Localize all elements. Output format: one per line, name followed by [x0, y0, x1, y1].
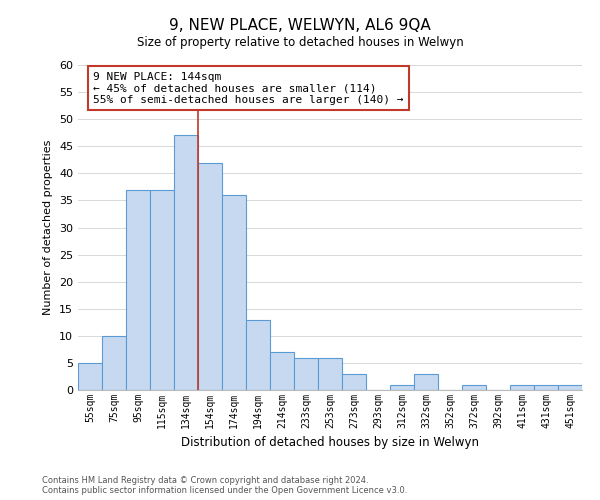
Bar: [78, 363, 102, 390]
Bar: [414, 374, 438, 390]
X-axis label: Distribution of detached houses by size in Welwyn: Distribution of detached houses by size …: [181, 436, 479, 450]
Bar: [222, 195, 246, 390]
Text: 9 NEW PLACE: 144sqm
← 45% of detached houses are smaller (114)
55% of semi-detac: 9 NEW PLACE: 144sqm ← 45% of detached ho…: [93, 72, 404, 104]
Text: 9, NEW PLACE, WELWYN, AL6 9QA: 9, NEW PLACE, WELWYN, AL6 9QA: [169, 18, 431, 32]
Text: Size of property relative to detached houses in Welwyn: Size of property relative to detached ho…: [137, 36, 463, 49]
Text: Contains HM Land Registry data © Crown copyright and database right 2024.
Contai: Contains HM Land Registry data © Crown c…: [42, 476, 407, 495]
Bar: [534, 384, 558, 390]
Bar: [102, 336, 126, 390]
Bar: [318, 358, 342, 390]
Bar: [294, 358, 318, 390]
Bar: [462, 384, 486, 390]
Bar: [126, 190, 150, 390]
Bar: [270, 352, 294, 390]
Bar: [150, 190, 174, 390]
Bar: [510, 384, 534, 390]
Y-axis label: Number of detached properties: Number of detached properties: [43, 140, 53, 315]
Bar: [246, 320, 270, 390]
Bar: [174, 136, 198, 390]
Bar: [198, 162, 222, 390]
Bar: [558, 384, 582, 390]
Bar: [342, 374, 366, 390]
Bar: [390, 384, 414, 390]
